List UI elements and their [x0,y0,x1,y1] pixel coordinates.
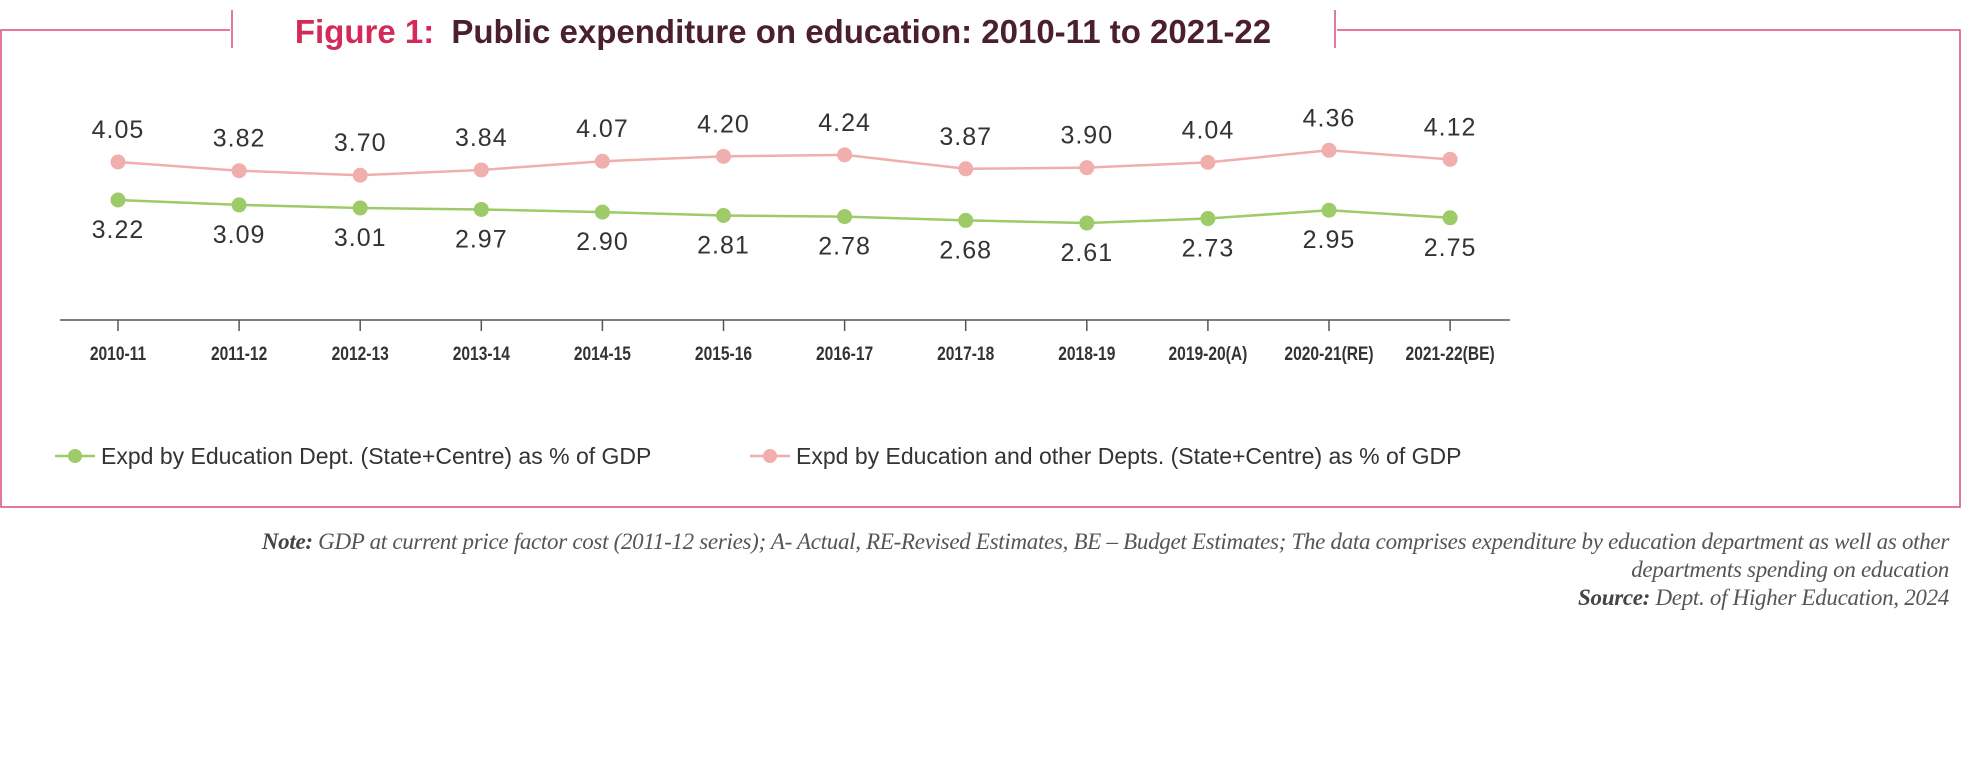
data-label: 3.82 [213,125,266,153]
x-tick-label: 2012-13 [332,343,389,365]
data-label: 3.90 [1060,122,1113,150]
data-point [1321,202,1337,218]
data-label: 3.09 [213,221,266,249]
data-label: 2.97 [455,225,508,253]
data-point [231,197,247,213]
x-tick-label: 2019-20(A) [1169,343,1248,365]
data-label: 4.04 [1182,116,1235,144]
x-tick-label: 2020-21(RE) [1284,343,1373,365]
data-point [473,201,489,217]
data-point [594,153,610,169]
data-point [837,147,853,163]
legend-label: Expd by Education Dept. (State+Centre) a… [101,443,651,469]
source-text: Dept. of Higher Education, 2024 [1655,585,1950,610]
data-label: 2.73 [1182,235,1235,263]
data-label: 3.01 [334,224,387,252]
data-label: 3.87 [939,123,992,151]
data-point [1200,211,1216,227]
x-tick-label: 2017-18 [937,343,994,365]
legend-label: Expd by Education and other Depts. (Stat… [796,443,1461,469]
data-label: 2.61 [1060,239,1113,267]
data-point [352,167,368,183]
data-label: 2.78 [818,233,871,261]
data-label: 2.75 [1424,234,1477,262]
data-label: 4.24 [818,109,871,137]
x-tick-label: 2011-12 [211,343,267,365]
x-tick-label: 2014-15 [574,343,631,365]
title-text: Public expenditure on education: 2010-11… [451,13,1271,50]
data-point [958,212,974,228]
note: Note: GDP at current price factor cost (… [249,528,1949,612]
chart-title: Figure 1: Public expenditure on educatio… [295,13,1271,50]
data-label: 3.70 [334,129,387,157]
figure-frame [0,10,1961,508]
series-line [117,198,1451,225]
data-point [1442,151,1458,167]
x-tick-label: 2010-11 [90,343,147,365]
x-tick-label: 2015-16 [695,343,752,365]
data-label: 4.20 [697,110,750,138]
data-point [837,209,853,225]
data-label: 4.12 [1424,113,1477,141]
x-tick-label: 2013-14 [453,343,510,365]
data-label: 2.68 [939,236,992,264]
data-point [110,154,126,170]
data-label: 4.36 [1303,104,1356,132]
data-point [716,207,731,223]
data-point [594,204,610,220]
legend-item: Expd by Education Dept. (State+Centre) a… [55,443,651,469]
data-label: 3.84 [455,124,508,152]
title-prefix: Figure 1: [295,13,434,50]
x-tick-label: 2018-19 [1058,343,1115,365]
data-point [352,200,368,216]
legend-item: Expd by Education and other Depts. (Stat… [750,443,1461,469]
data-label: 3.22 [92,216,145,244]
note-label: Note: [261,529,313,554]
data-point [1200,154,1216,170]
note-text: GDP at current price factor cost (2011-1… [318,529,1949,582]
data-label: 2.90 [576,228,629,256]
data-point [1079,160,1095,176]
series-0: 4.05 3.82 3.70 3.84 4.07 4.20 4.24 3.87 3.90 4.04… [92,104,1477,183]
data-label: 2.81 [697,231,750,259]
data-point [473,162,489,178]
frame-left [0,29,1961,508]
data-point [1079,215,1095,231]
data-point [958,161,974,177]
series-1: 3.22 3.09 3.01 2.97 2.90 2.81 2.78 2.68 2.61 2.73… [92,192,1477,267]
legend-marker [763,449,777,463]
data-point [716,148,731,164]
data-point [231,163,247,179]
series-line [117,149,1451,177]
x-tick-label: 2021-22(BE) [1406,343,1495,365]
data-point [1321,142,1337,158]
data-label: 2.95 [1303,226,1356,254]
data-point [1442,210,1458,226]
x-tick-label: 2016-17 [816,343,873,365]
data-label: 4.07 [576,115,629,143]
legend-marker [68,449,82,463]
source-label: Source: [1578,585,1651,610]
data-point [110,192,126,208]
data-label: 4.05 [92,116,145,144]
